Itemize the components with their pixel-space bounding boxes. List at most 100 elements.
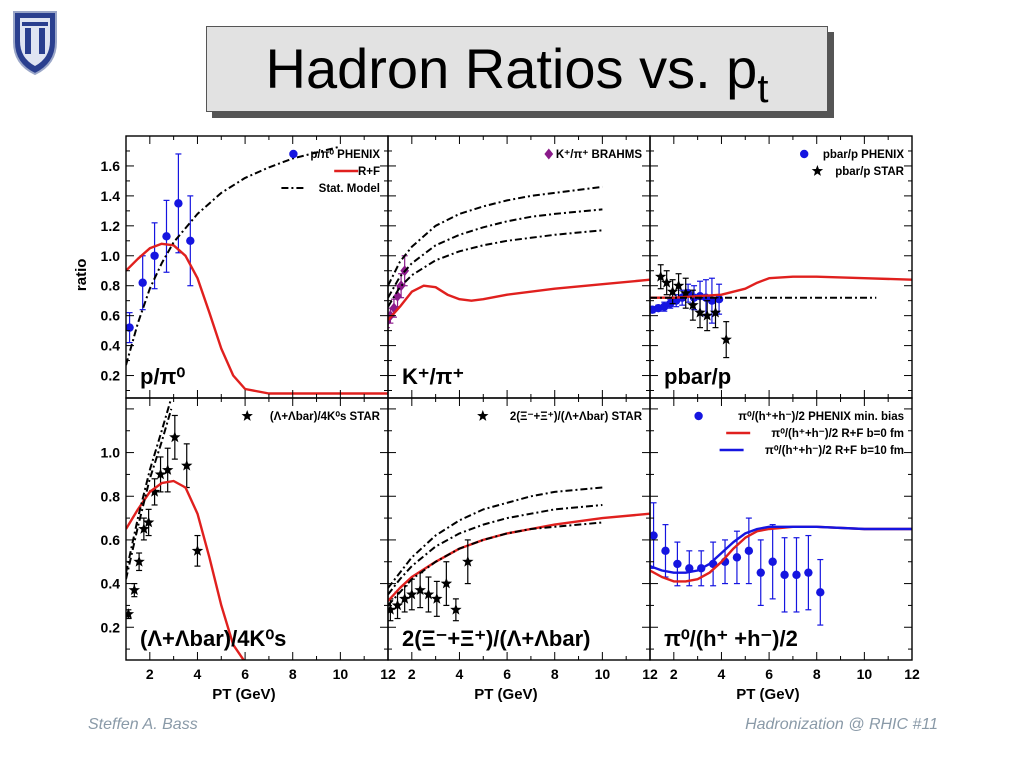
series-line: [388, 229, 603, 308]
x-tick-label: 8: [551, 666, 559, 682]
panel-label: K⁺/π⁺: [402, 364, 464, 389]
data-point: [174, 199, 183, 208]
data-point: [701, 309, 713, 321]
series-line: [126, 145, 341, 366]
panel-label: π⁰/(h⁺ +h⁻)/2: [664, 626, 798, 651]
legend-entry: π⁰/(h⁺+h⁻)/2 PHENIX min. bias: [738, 410, 904, 423]
y-tick-label: 0.6: [101, 308, 121, 324]
data-point: [714, 294, 724, 304]
panel-label: 2(Ξ⁻+Ξ⁺)/(Λ+Λbar): [402, 626, 590, 651]
panel-bottom-left: 0.2 0.4 0.6 0.8 1.0 2 4 6 8 10 12 PT (GeV) (Λ+Λbar)/…: [101, 397, 396, 703]
data-point: [687, 299, 699, 310]
legend-marker: [544, 148, 554, 160]
data-point: [126, 323, 134, 332]
x-tick-label: 12: [380, 666, 396, 682]
footer-slide-info: Hadronization @ RHIC #11: [745, 716, 938, 733]
data-point: [804, 568, 813, 577]
data-point: [431, 592, 443, 604]
data-point: [391, 599, 404, 611]
slide-title-subscript: t: [757, 67, 769, 111]
x-axis-label: PT (GeV): [736, 686, 799, 703]
data-point: [142, 516, 155, 528]
x-tick-label: 6: [765, 666, 773, 682]
series-line: [388, 504, 603, 596]
y-axis-label: ratio: [73, 259, 90, 292]
data-point: [440, 577, 453, 589]
x-tick-label: 4: [456, 666, 464, 682]
data-point: [462, 555, 474, 567]
x-tick-label: 10: [333, 666, 349, 682]
data-point: [780, 570, 789, 580]
data-point: [138, 278, 147, 287]
y-tick-label: 1.2: [101, 218, 121, 234]
panel-top-left: 0.2 0.4 0.6 0.8 1.0 1.2 1.4 1.6 ratio p/π⁰ p/π⁰ PH…: [73, 135, 389, 399]
legend-marker: [289, 149, 298, 159]
data-point: [126, 608, 135, 619]
data-point: [388, 603, 397, 615]
x-tick-label: 6: [503, 666, 511, 682]
legend-entry: π⁰/(h⁺+h⁻)/2 R+F b=0 fm: [771, 427, 904, 440]
x-tick-label: 10: [595, 666, 611, 682]
x-tick-label: 12: [642, 666, 658, 682]
x-tick-label: 2: [670, 666, 678, 682]
y-tick-label: 1.6: [101, 158, 121, 174]
data-point: [680, 287, 692, 299]
data-point: [792, 570, 801, 580]
legend-entry: pbar/p PHENIX: [823, 149, 904, 161]
data-point: [399, 592, 411, 604]
legend-marker: [800, 149, 809, 159]
data-point: [181, 459, 193, 471]
data-point: [169, 431, 181, 443]
legend-entry: K⁺/π⁺ BRAHMS: [556, 149, 642, 161]
y-tick-label: 0.6: [101, 532, 121, 548]
series-line: [126, 408, 173, 580]
y-tick-label: 0.2: [101, 619, 121, 635]
y-tick-label: 1.4: [101, 188, 121, 204]
x-axis-label: PT (GeV): [474, 686, 537, 703]
legend-marker: [241, 410, 253, 421]
plot-area: [126, 145, 388, 395]
series-line: [388, 185, 603, 287]
legend-marker: [477, 410, 489, 421]
data-point: [744, 546, 754, 556]
legend-entry: pbar/p STAR: [835, 166, 904, 178]
data-point: [685, 564, 694, 573]
plot-area: [126, 398, 246, 660]
x-tick-label: 8: [813, 666, 821, 682]
series-line: [388, 521, 603, 607]
data-point: [672, 279, 685, 291]
data-point: [661, 276, 673, 288]
data-point: [406, 588, 418, 600]
data-point: [162, 464, 174, 475]
plot-area: [388, 486, 650, 622]
legend-entry: (Λ+Λbar)/4K⁰s STAR: [270, 410, 381, 423]
panel-label: (Λ+Λbar)/4K⁰s: [140, 626, 286, 651]
legend-entry: R+F: [358, 166, 380, 178]
data-point: [673, 559, 682, 569]
data-point: [450, 603, 462, 615]
x-tick-label: 10: [857, 666, 873, 682]
series-line: [388, 512, 650, 602]
panel-bottom-middle: 2 4 6 8 10 12 PT (GeV) 2(Ξ⁻+Ξ⁺)/(Λ+Λbar) 2(Ξ⁻+Ξ⁺…: [387, 397, 658, 703]
panel-frame: [125, 135, 389, 399]
data-point: [133, 555, 145, 567]
x-tick-label: 6: [241, 666, 249, 682]
data-point: [732, 553, 742, 562]
panel-frame: [125, 397, 389, 661]
legend-marker: [694, 411, 703, 421]
x-tick-label: 4: [194, 666, 202, 682]
x-tick-label: 4: [718, 666, 726, 682]
series-line: [650, 275, 912, 299]
series-line: [650, 525, 912, 574]
legend-entry: p/π⁰ PHENIX: [310, 148, 380, 161]
slide-title-box: Hadron Ratios vs. pt: [206, 26, 828, 112]
x-tick-label: 2: [146, 666, 154, 682]
legend-entry: 2(Ξ⁻+Ξ⁺)/(Λ+Λbar) STAR: [510, 411, 643, 423]
data-point: [150, 251, 159, 260]
university-shield-logo: [8, 8, 62, 76]
panel-bottom-right: 2 4 6 8 10 12 PT (GeV) π⁰/(h⁺ +h⁻)/2 π⁰/(h⁺+h⁻)/…: [649, 397, 920, 703]
panel-top-right: pbar/p pbar/p PHENIX pbar/p STAR: [649, 135, 913, 399]
y-tick-label: 1.0: [101, 445, 121, 461]
plot-area: [650, 264, 912, 359]
data-point: [422, 588, 435, 600]
